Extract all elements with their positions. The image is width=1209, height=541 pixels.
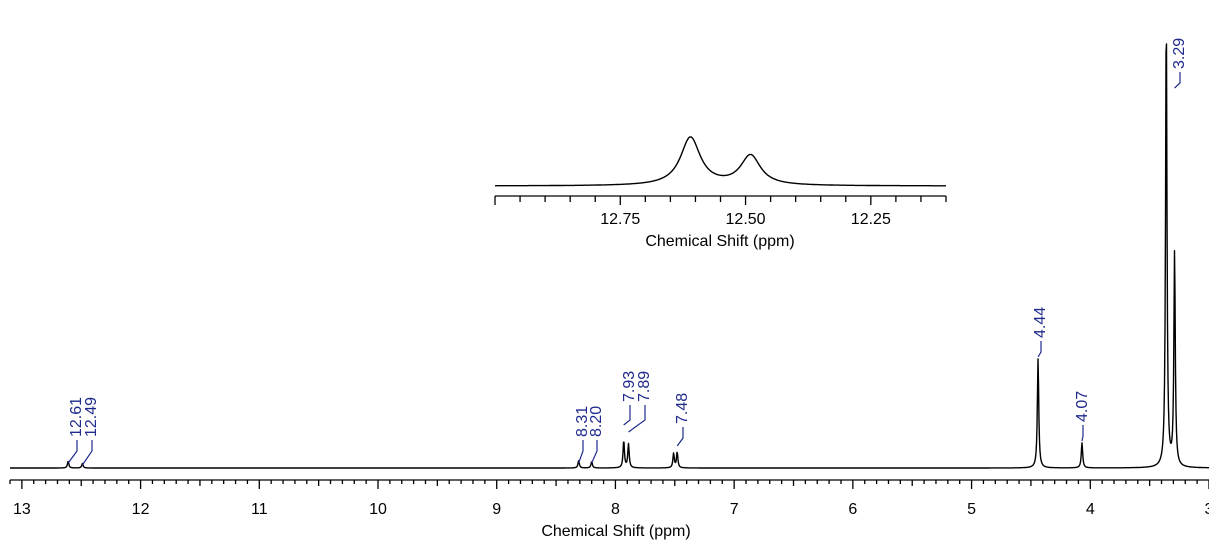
peak-label: 7.89 [636, 371, 653, 402]
main-x-tick-label: 12 [132, 501, 150, 518]
main-x-axis-ticks: 13 12 11 10 9 8 7 6 5 4 3 [9, 480, 1209, 518]
peak-label: 12.49 [83, 397, 100, 437]
peak-label: 12.61 [68, 397, 85, 437]
peak-label-leader [67, 440, 78, 464]
peak-label: 3.29 [1171, 38, 1188, 69]
main-x-tick-label: 10 [369, 501, 387, 518]
peak-label-leader [1081, 425, 1084, 442]
peak-label-leader [628, 405, 646, 433]
main-x-tick-label: 11 [251, 501, 268, 518]
main-x-axis-title: Chemical Shift (ppm) [541, 523, 690, 540]
peak-label: 8.31 [574, 406, 591, 437]
peak-label-leader [81, 440, 93, 466]
inset-spectrum-trace [494, 136, 947, 187]
main-x-tick-label: 3 [1205, 501, 1209, 518]
main-x-tick-label: 4 [1086, 501, 1095, 518]
inset-x-tick-label: 12.25 [851, 211, 891, 228]
inset-x-axis-title: Chemical Shift (ppm) [645, 233, 794, 250]
peak-label-leader [578, 440, 584, 464]
main-spectrum-trace [9, 43, 1209, 469]
inset-spectrum-plot: 12.75 12.50 12.25 Chemical Shift (ppm) [494, 136, 947, 250]
peak-label-leader [676, 427, 684, 447]
peak-label: 7.48 [674, 393, 691, 424]
peak-label: 7.93 [621, 371, 638, 402]
main-x-tick-label: 6 [848, 501, 857, 518]
main-x-tick-label: 13 [13, 501, 31, 518]
peak-label-leader [623, 405, 631, 426]
peak-label-leader [1037, 341, 1042, 358]
main-x-tick-label: 5 [967, 501, 976, 518]
peak-label: 8.20 [588, 406, 605, 437]
peak-label-leader [1174, 72, 1181, 89]
main-x-tick-label: 8 [611, 501, 620, 518]
inset-x-tick-label: 12.75 [600, 211, 640, 228]
inset-x-axis-ticks: 12.75 12.50 12.25 [494, 196, 947, 228]
peak-label-leader [591, 440, 598, 464]
main-x-tick-label: 9 [492, 501, 501, 518]
inset-x-tick-label: 12.50 [726, 211, 766, 228]
main-x-tick-label: 7 [730, 501, 739, 518]
peak-label: 4.44 [1032, 307, 1049, 338]
peak-label: 4.07 [1074, 391, 1091, 422]
